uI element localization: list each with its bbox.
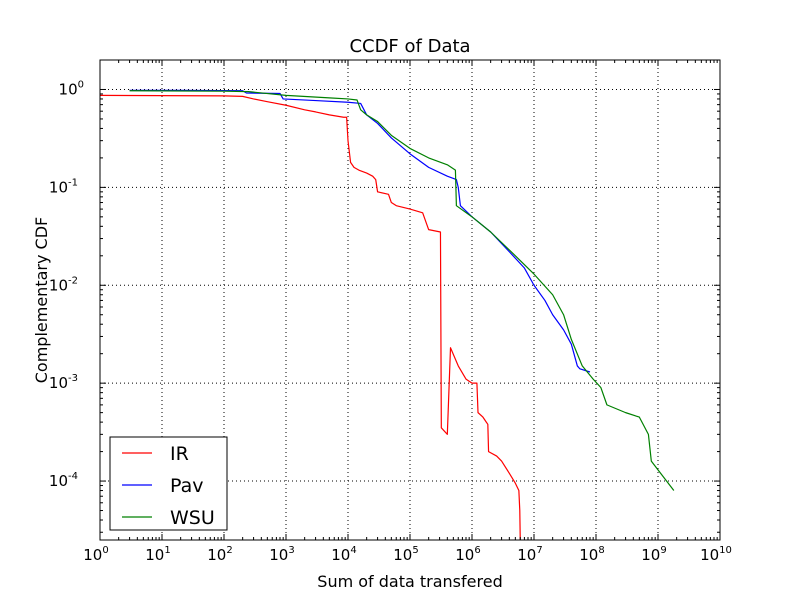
x-tick-label: 107 bbox=[517, 545, 542, 564]
x-tick-labels: 100 101 102 103 104 105 106 107 108 109 1010 bbox=[83, 545, 732, 564]
y-tick-labels: 100 10-1 10-2 10-3 10-4 bbox=[49, 79, 84, 490]
x-tick-label: 102 bbox=[207, 545, 232, 564]
series-layer bbox=[100, 89, 675, 540]
x-tick-label: 109 bbox=[641, 545, 666, 564]
x-tick-label: 101 bbox=[145, 545, 170, 564]
legend-label-pav: Pav bbox=[170, 475, 204, 497]
y-tick-label: 10-4 bbox=[49, 471, 78, 490]
legend-label-ir: IR bbox=[170, 443, 189, 465]
x-tick-label: 108 bbox=[579, 545, 604, 564]
x-tick-label: 105 bbox=[393, 545, 418, 564]
series-line-wsu bbox=[129, 90, 675, 491]
y-tick-label: 100 bbox=[59, 79, 84, 98]
grid bbox=[100, 60, 720, 540]
x-tick-label: 103 bbox=[269, 545, 294, 564]
legend-label-wsu: WSU bbox=[170, 507, 215, 529]
legend: IR Pav WSU bbox=[109, 436, 228, 531]
tick-marks bbox=[99, 59, 721, 540]
y-tick-label: 10-2 bbox=[49, 275, 78, 294]
y-tick-label: 10-1 bbox=[49, 177, 78, 196]
chart-title: CCDF of Data bbox=[349, 36, 470, 57]
y-axis-title: Complementary CDF bbox=[32, 217, 51, 383]
x-tick-label: 100 bbox=[83, 545, 108, 564]
x-tick-label: 1010 bbox=[700, 545, 732, 564]
x-tick-label: 104 bbox=[331, 545, 356, 564]
series-line-ir bbox=[100, 94, 521, 540]
y-tick-label: 10-3 bbox=[49, 373, 78, 392]
x-axis-title: Sum of data transfered bbox=[317, 572, 502, 591]
series-line-pav bbox=[129, 89, 591, 373]
x-tick-label: 106 bbox=[455, 545, 480, 564]
